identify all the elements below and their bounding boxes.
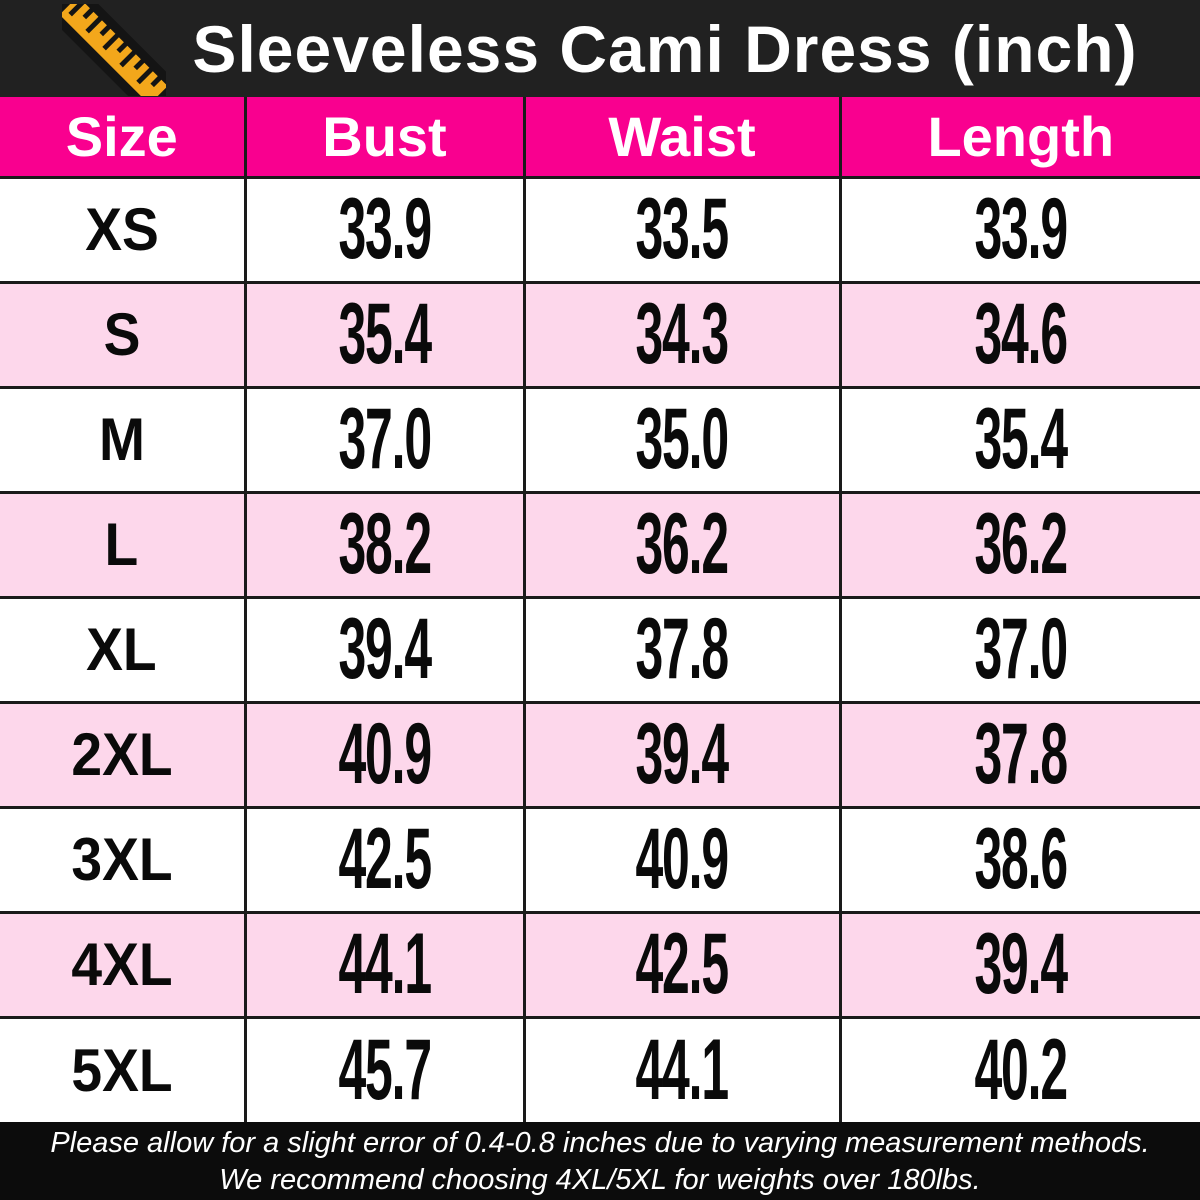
waist-value: 44.1 — [635, 1021, 730, 1118]
length-value: 35.4 — [974, 391, 1069, 487]
bust-value: 33.9 — [338, 181, 432, 277]
waist-value: 34.3 — [635, 286, 730, 382]
length-value: 37.8 — [974, 706, 1069, 802]
length-value: 33.9 — [974, 181, 1069, 277]
length-value: 34.6 — [974, 286, 1069, 382]
length-cell: 38.6 — [840, 805, 1200, 912]
page-title: Sleeveless Cami Dress (inch) — [192, 11, 1138, 86]
bust-cell: 37.0 — [245, 385, 526, 492]
waist-value: 40.9 — [635, 811, 730, 907]
bust-value: 38.2 — [338, 496, 432, 592]
size-value: S — [103, 301, 141, 368]
bust-cell: 45.7 — [245, 1015, 526, 1122]
size-value: 2XL — [71, 721, 173, 788]
bust-value: 45.7 — [338, 1021, 432, 1118]
length-value: 38.6 — [974, 811, 1069, 907]
column-header-bust: Bust — [245, 97, 526, 177]
length-cell: 37.0 — [840, 595, 1200, 702]
waist-cell: 44.1 — [524, 1015, 842, 1122]
footer-note-line-1: Please allow for a slight error of 0.4-0… — [50, 1126, 1150, 1159]
size-cell: 3XL — [0, 805, 247, 912]
waist-value: 33.5 — [635, 181, 730, 277]
column-header-size: Size — [0, 97, 247, 177]
size-value: M — [98, 406, 145, 473]
length-cell: 40.2 — [840, 1015, 1200, 1122]
waist-value: 42.5 — [635, 916, 730, 1012]
length-value: 36.2 — [974, 496, 1069, 592]
bust-cell: 40.9 — [245, 700, 526, 807]
ruler-icon — [62, 3, 167, 96]
footer-note: Please allow for a slight error of 0.4-0… — [0, 1122, 1200, 1200]
bust-cell: 38.2 — [245, 490, 526, 597]
bust-value: 35.4 — [338, 286, 432, 382]
waist-cell: 42.5 — [524, 910, 842, 1017]
waist-cell: 36.2 — [524, 490, 842, 597]
length-cell: 34.6 — [840, 280, 1200, 387]
table-row-m: M 37.0 35.0 35.4 — [0, 385, 1200, 492]
table-row-3xl: 3XL 42.5 40.9 38.6 — [0, 805, 1200, 912]
waist-cell: 37.8 — [524, 595, 842, 702]
bust-value: 44.1 — [338, 916, 432, 1012]
size-cell: L — [0, 490, 247, 597]
length-value: 39.4 — [974, 916, 1069, 1012]
size-cell: 2XL — [0, 700, 247, 807]
bust-cell: 44.1 — [245, 910, 526, 1017]
waist-value: 36.2 — [635, 496, 730, 592]
size-cell: XS — [0, 175, 247, 282]
bust-cell: 39.4 — [245, 595, 526, 702]
table-row-2xl: 2XL 40.9 39.4 37.8 — [0, 700, 1200, 807]
length-cell: 35.4 — [840, 385, 1200, 492]
size-value: 3XL — [71, 826, 173, 893]
waist-cell: 40.9 — [524, 805, 842, 912]
waist-cell: 39.4 — [524, 700, 842, 807]
length-value: 40.2 — [974, 1021, 1069, 1118]
bust-cell: 35.4 — [245, 280, 526, 387]
header-row: Size Bust Waist Length — [0, 97, 1200, 177]
table-row-l: L 38.2 36.2 36.2 — [0, 490, 1200, 597]
waist-cell: 35.0 — [524, 385, 842, 492]
length-cell: 37.8 — [840, 700, 1200, 807]
bust-value: 37.0 — [338, 391, 432, 487]
waist-cell: 34.3 — [524, 280, 842, 387]
table-row-s: S 35.4 34.3 34.6 — [0, 280, 1200, 387]
table-row-xl: XL 39.4 37.8 37.0 — [0, 595, 1200, 702]
size-value: XL — [86, 616, 158, 683]
size-cell: XL — [0, 595, 247, 702]
bust-value: 40.9 — [338, 706, 432, 802]
length-cell: 33.9 — [840, 175, 1200, 282]
size-value: L — [104, 511, 139, 578]
size-value: XS — [84, 196, 159, 263]
title-bar: Sleeveless Cami Dress (inch) — [0, 0, 1200, 97]
bust-cell: 42.5 — [245, 805, 526, 912]
bust-value: 39.4 — [338, 601, 432, 697]
length-cell: 39.4 — [840, 910, 1200, 1017]
table-row-5xl: 5XL 45.7 44.1 40.2 — [0, 1015, 1200, 1122]
size-cell: 4XL — [0, 910, 247, 1017]
table-row-xs: XS 33.9 33.5 33.9 — [0, 175, 1200, 282]
waist-cell: 33.5 — [524, 175, 842, 282]
size-cell: S — [0, 280, 247, 387]
waist-value: 35.0 — [635, 391, 730, 487]
length-value: 37.0 — [974, 601, 1069, 697]
column-header-length: Length — [927, 104, 1115, 168]
size-chart-table: Size Bust Waist Length XS 33.9 33.5 33.9… — [0, 97, 1200, 1122]
bust-value: 42.5 — [338, 811, 432, 907]
waist-value: 39.4 — [635, 706, 730, 802]
column-header-waist: Waist — [524, 97, 842, 177]
footer-note-line-2: We recommend choosing 4XL/5XL for weight… — [219, 1163, 981, 1196]
size-value: 4XL — [71, 931, 173, 998]
length-cell: 36.2 — [840, 490, 1200, 597]
size-cell: M — [0, 385, 247, 492]
table-row-4xl: 4XL 44.1 42.5 39.4 — [0, 910, 1200, 1017]
size-value: 5XL — [71, 1036, 173, 1104]
size-cell: 5XL — [0, 1015, 247, 1122]
bust-cell: 33.9 — [245, 175, 526, 282]
waist-value: 37.8 — [635, 601, 730, 697]
